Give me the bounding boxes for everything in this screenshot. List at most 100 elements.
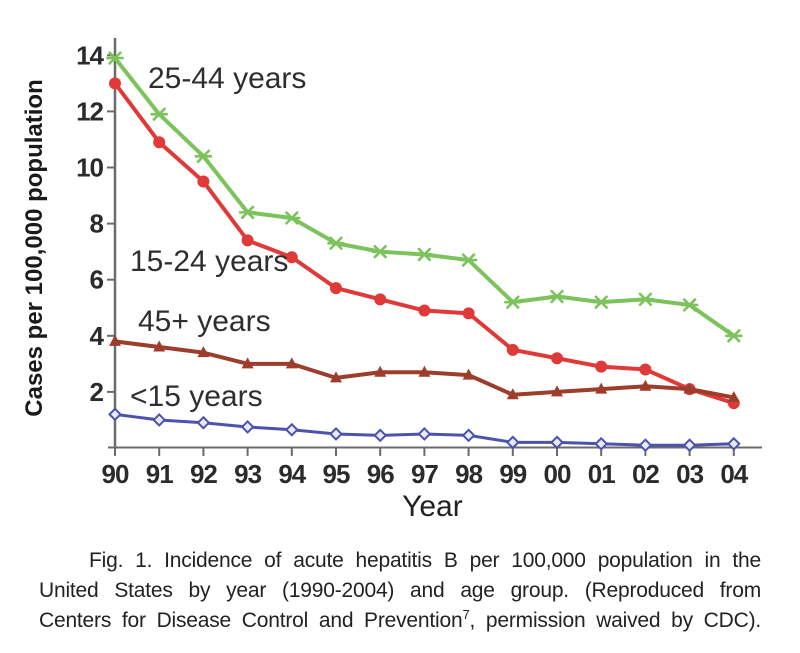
circle-marker bbox=[462, 307, 475, 320]
series-45-years bbox=[109, 334, 740, 403]
y-tick-label: 2 bbox=[90, 377, 104, 407]
diamond-marker bbox=[108, 407, 122, 422]
x-tick-label: 98 bbox=[455, 459, 482, 489]
circle-marker bbox=[595, 360, 608, 373]
caption-line-1: Fig. 1. Incidence of acute hepatitis B p… bbox=[89, 549, 761, 572]
y-tick-label: 10 bbox=[76, 153, 103, 183]
series-annotation-15-24-years: 15-24 years bbox=[130, 245, 288, 278]
caption-line-2: United States by year (1990-2004) and ag… bbox=[39, 578, 761, 602]
x-tick-label: 04 bbox=[720, 459, 748, 489]
y-tick-label: 12 bbox=[76, 96, 103, 126]
star-marker bbox=[150, 107, 168, 121]
star-marker bbox=[194, 149, 213, 163]
series-markers-45-years bbox=[109, 334, 740, 403]
triangle-marker bbox=[197, 346, 210, 358]
star-marker bbox=[327, 236, 345, 250]
star-marker bbox=[592, 295, 611, 309]
caption-line-3-tail: , permission waived by CDC). bbox=[469, 608, 762, 632]
circle-marker bbox=[506, 343, 519, 356]
diamond-marker bbox=[550, 435, 564, 450]
x-axis-ticks: 90 91 92 93 94 95 96 97 98 99 00 01 02 03 04 bbox=[102, 447, 750, 489]
series-markers-15-24-years bbox=[109, 77, 740, 410]
circle-marker bbox=[639, 363, 652, 376]
star-marker bbox=[282, 211, 301, 225]
hepatitis-incidence-line-chart: 2 4 6 8 10 12 14 90 91 92 93 94 95 96 97 98 99 00 01 02 03 04… bbox=[21, 38, 762, 523]
series-annotation-15-years: <15 years bbox=[130, 380, 263, 413]
figure-caption: Fig. 1. Incidence of acute hepatitis B p… bbox=[39, 546, 761, 635]
circle-marker bbox=[330, 282, 342, 295]
star-marker bbox=[680, 298, 699, 312]
star-marker bbox=[238, 205, 257, 220]
triangle-marker bbox=[595, 382, 608, 394]
y-axis-title: Cases per 100,000 population bbox=[21, 79, 48, 416]
star-marker bbox=[371, 244, 390, 259]
x-tick-label: 03 bbox=[676, 459, 703, 489]
x-axis-title: Year bbox=[402, 490, 463, 523]
diamond-marker bbox=[505, 435, 520, 450]
star-marker bbox=[415, 247, 434, 262]
x-tick-label: 93 bbox=[234, 459, 261, 489]
x-tick-label: 02 bbox=[632, 459, 659, 489]
diamond-marker bbox=[461, 428, 476, 443]
triangle-marker bbox=[374, 365, 387, 377]
series-annotation-45-years: 45+ years bbox=[138, 305, 271, 338]
x-tick-label: 01 bbox=[588, 459, 615, 489]
caption-line-3: Centers for Disease Control and Preventi… bbox=[39, 606, 761, 636]
series-15-years bbox=[108, 407, 741, 453]
triangle-marker bbox=[506, 388, 519, 400]
triangle-marker bbox=[109, 334, 121, 346]
triangle-marker bbox=[462, 368, 475, 380]
star-marker bbox=[106, 51, 124, 65]
triangle-marker bbox=[727, 391, 740, 403]
triangle-marker bbox=[639, 379, 652, 391]
y-tick-label: 4 bbox=[90, 321, 105, 351]
y-tick-label: 6 bbox=[90, 265, 104, 295]
caption-line-3-text: Centers for Disease Control and Preventi… bbox=[39, 608, 463, 632]
triangle-marker bbox=[551, 385, 563, 397]
diamond-marker bbox=[329, 427, 343, 441]
diamond-marker bbox=[240, 420, 255, 434]
x-tick-label: 90 bbox=[102, 459, 129, 489]
series-markers-15-years bbox=[108, 407, 741, 453]
diamond-marker bbox=[284, 422, 299, 437]
star-marker bbox=[636, 292, 655, 307]
diamond-marker bbox=[417, 427, 432, 441]
circle-marker bbox=[153, 136, 166, 149]
x-tick-label: 91 bbox=[146, 459, 173, 489]
star-marker bbox=[459, 253, 478, 267]
star-marker bbox=[548, 289, 566, 304]
diamond-marker bbox=[196, 415, 211, 430]
diamond-marker bbox=[152, 413, 167, 427]
diamond-marker bbox=[682, 438, 697, 453]
circle-marker bbox=[241, 234, 254, 247]
y-tick-label: 8 bbox=[90, 209, 104, 239]
caption-reference-superscript: 7 bbox=[462, 606, 470, 622]
triangle-marker bbox=[285, 357, 298, 369]
x-tick-label: 96 bbox=[367, 459, 394, 489]
diamond-marker bbox=[594, 436, 609, 451]
diamond-marker bbox=[726, 436, 741, 451]
star-marker bbox=[724, 329, 743, 343]
circle-marker bbox=[374, 293, 387, 306]
x-tick-label: 92 bbox=[190, 459, 217, 489]
series-annotation-25-44-years: 25-44 years bbox=[148, 62, 306, 95]
triangle-marker bbox=[330, 371, 342, 383]
circle-marker bbox=[551, 352, 563, 365]
y-axis-ticks: 2 4 6 8 10 12 14 bbox=[76, 40, 115, 407]
circle-marker bbox=[197, 175, 210, 188]
diamond-marker bbox=[638, 438, 653, 453]
triangle-marker bbox=[683, 382, 696, 394]
x-tick-label: 94 bbox=[278, 459, 306, 489]
circle-marker bbox=[285, 251, 298, 264]
x-tick-label: 99 bbox=[499, 459, 526, 489]
triangle-marker bbox=[418, 365, 431, 377]
circle-marker bbox=[109, 77, 121, 90]
diamond-marker bbox=[373, 428, 388, 443]
x-tick-label: 97 bbox=[411, 459, 438, 489]
series-markers-25-44-years bbox=[106, 51, 743, 343]
series-25-44-years bbox=[106, 51, 743, 343]
y-tick-label: 14 bbox=[76, 40, 104, 70]
x-tick-label: 00 bbox=[544, 459, 571, 489]
circle-marker bbox=[418, 304, 431, 317]
